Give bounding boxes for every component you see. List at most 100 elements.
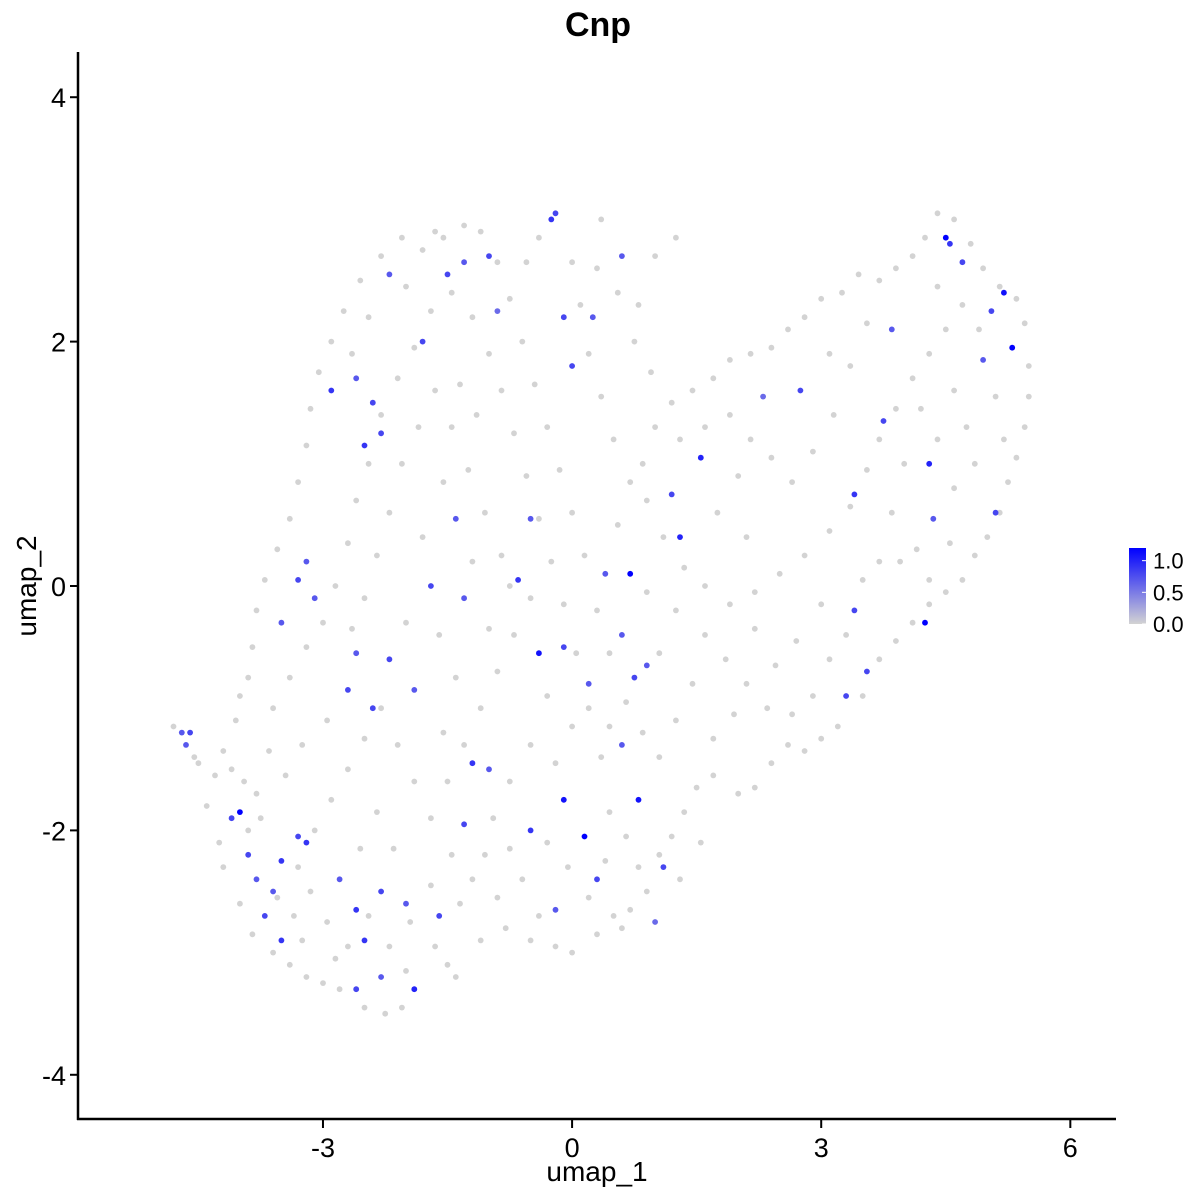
data-point-331 [610, 436, 617, 443]
data-point-81 [295, 577, 301, 583]
data-point-285 [365, 913, 372, 919]
data-point-373 [623, 833, 629, 840]
data-point-320 [436, 632, 443, 638]
data-point-186 [864, 467, 870, 473]
data-point-89 [428, 583, 434, 589]
data-point-90 [461, 595, 467, 602]
data-point-222 [556, 467, 563, 473]
data-point-340 [673, 234, 679, 241]
data-point-191 [942, 326, 949, 333]
data-point-21 [469, 760, 476, 767]
data-point-62 [797, 387, 804, 394]
data-point-176 [643, 497, 650, 504]
data-point-11 [261, 913, 268, 919]
data-point-149 [1021, 424, 1028, 430]
data-point-174 [652, 424, 658, 430]
data-point-148 [1013, 454, 1020, 461]
data-point-39 [527, 515, 534, 522]
data-point-388 [506, 845, 513, 852]
data-point-232 [399, 234, 405, 241]
data-point-86 [386, 656, 393, 663]
data-points [170, 210, 1032, 1017]
data-point-33 [560, 644, 567, 650]
data-point-341 [598, 216, 605, 223]
data-point-129 [710, 772, 717, 779]
data-point-105 [249, 931, 256, 938]
data-point-385 [390, 845, 397, 852]
y-tick-label: -2 [42, 816, 66, 846]
data-point-138 [876, 656, 883, 663]
data-point-144 [971, 552, 978, 559]
data-point-400 [536, 234, 542, 241]
data-point-159 [922, 234, 928, 241]
data-point-18 [403, 900, 409, 907]
data-point-391 [332, 955, 339, 962]
x-ticks: -3 0 3 6 [311, 1120, 1078, 1163]
x-tick-label: 6 [1063, 1133, 1078, 1163]
data-point-74 [959, 259, 966, 266]
data-point-370 [697, 839, 704, 846]
data-point-348 [768, 454, 775, 461]
data-point-390 [403, 968, 409, 974]
data-point-117 [502, 925, 509, 932]
data-point-0 [178, 729, 185, 736]
data-point-334 [577, 302, 584, 308]
data-point-268 [548, 558, 555, 565]
data-point-233 [378, 253, 384, 259]
data-point-363 [926, 577, 933, 583]
data-point-118 [527, 937, 534, 944]
data-point-48 [444, 271, 451, 278]
data-point-36 [643, 662, 650, 669]
data-point-137 [859, 693, 866, 699]
data-point-152 [1021, 320, 1028, 327]
data-point-37 [619, 632, 625, 638]
data-point-77 [988, 308, 995, 314]
data-point-198 [918, 405, 924, 412]
data-point-173 [668, 399, 675, 406]
data-point-277 [544, 839, 551, 846]
data-point-356 [864, 320, 870, 327]
data-point-260 [428, 308, 434, 314]
data-point-314 [374, 552, 380, 559]
data-point-329 [614, 522, 621, 528]
data-point-181 [751, 589, 758, 595]
data-point-242 [274, 546, 281, 553]
data-point-389 [536, 913, 542, 919]
data-point-44 [328, 387, 335, 394]
data-point-349 [789, 479, 795, 485]
data-point-182 [776, 570, 783, 577]
data-point-67 [930, 515, 937, 522]
data-point-43 [361, 442, 368, 449]
data-point-20 [461, 821, 467, 828]
data-point-290 [274, 894, 281, 901]
data-point-143 [959, 577, 966, 583]
data-point-280 [469, 876, 476, 883]
data-point-82 [278, 619, 285, 626]
data-point-408 [673, 607, 679, 614]
data-point-139 [893, 638, 899, 644]
data-point-396 [506, 583, 513, 589]
data-point-127 [681, 809, 688, 815]
data-point-136 [834, 723, 841, 730]
data-point-111 [361, 1004, 368, 1011]
data-point-93 [619, 742, 625, 748]
data-point-151 [1025, 363, 1032, 369]
data-point-345 [702, 424, 708, 430]
data-point-17 [411, 986, 418, 993]
data-point-109 [320, 980, 326, 986]
data-point-155 [980, 265, 986, 272]
data-point-57 [619, 253, 625, 259]
colorbar-legend: 0.0 0.5 1.0 [1129, 548, 1184, 637]
data-point-61 [760, 393, 766, 400]
data-point-131 [751, 784, 758, 791]
data-point-394 [440, 729, 447, 736]
data-point-200 [888, 509, 895, 516]
data-point-56 [589, 314, 596, 321]
data-point-225 [519, 338, 526, 345]
colorbar-ticks: 0.0 0.5 1.0 [1142, 549, 1184, 637]
data-point-193 [951, 387, 957, 394]
data-point-75 [1001, 289, 1007, 296]
data-point-31 [652, 919, 658, 925]
data-point-360 [992, 393, 999, 400]
